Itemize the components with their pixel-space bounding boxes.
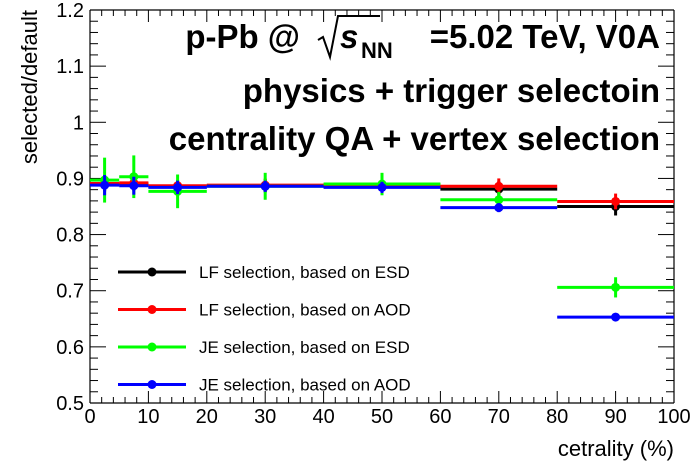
- legend-swatch-marker: [147, 305, 157, 314]
- y-tick-label: 0.5: [56, 393, 84, 415]
- data-point: [260, 181, 270, 191]
- x-tick-label: 60: [429, 406, 451, 428]
- legend-swatch-marker: [147, 342, 157, 352]
- title-sqrt-s: s: [340, 18, 358, 55]
- y-tick-label: 1.2: [56, 0, 84, 22]
- x-tick-label: 0: [84, 406, 95, 428]
- y-tick-label: 1: [73, 112, 84, 134]
- chart-title: p-Pb @ s NN =5.02 TeV, V0A physics + tri…: [169, 15, 660, 157]
- legend-swatch-marker: [147, 267, 157, 277]
- legend: LF selection, based on ESD LF selection, …: [118, 263, 411, 395]
- data-point: [377, 182, 387, 192]
- data-point: [129, 181, 139, 191]
- data-point: [494, 181, 504, 191]
- legend-swatch-marker: [147, 380, 157, 389]
- x-tick-label: 50: [371, 406, 393, 428]
- title-prefix: p-Pb @: [185, 18, 300, 55]
- title-line-2: physics + trigger selectoin: [243, 72, 660, 109]
- y-axis-title: selected/default: [17, 10, 42, 164]
- axes-group: 0 10 20 30 40 50 60 70 80 90 100 0.5 0.6 0.7 0.8 0.9 1 1.…: [56, 0, 691, 428]
- data-point: [494, 195, 504, 205]
- legend-label: LF selection, based on AOD: [199, 301, 411, 320]
- data-point: [611, 196, 621, 206]
- y-tick-label: 1.1: [56, 56, 84, 78]
- series-3: [90, 175, 674, 322]
- legend-item: LF selection, based on AOD: [118, 301, 411, 320]
- y-tick-label: 0.6: [56, 337, 84, 359]
- x-tick-label: 90: [604, 406, 626, 428]
- x-tick-label: 30: [254, 406, 276, 428]
- title-line-3: centrality QA + vertex selection: [169, 120, 660, 157]
- legend-item: JE selection, based on ESD: [118, 338, 410, 357]
- y-tick-label: 0.9: [56, 168, 84, 190]
- data-point: [173, 182, 183, 192]
- x-tick-label: 40: [312, 406, 334, 428]
- legend-label: JE selection, based on ESD: [199, 338, 410, 357]
- sqrt-symbol: [317, 15, 380, 61]
- x-tick-label: 10: [137, 406, 159, 428]
- legend-item: LF selection, based on ESD: [118, 263, 410, 282]
- series-layer: [90, 155, 674, 322]
- x-tick-label: 100: [657, 406, 690, 428]
- x-tick-label: 70: [488, 406, 510, 428]
- legend-label: LF selection, based on ESD: [199, 263, 410, 282]
- y-tick-label: 0.8: [56, 225, 84, 247]
- data-point: [494, 203, 504, 213]
- data-point: [611, 312, 621, 322]
- data-point: [100, 180, 110, 190]
- legend-item: JE selection, based on AOD: [118, 376, 411, 395]
- x-tick-label: 80: [546, 406, 568, 428]
- data-point: [611, 282, 621, 292]
- legend-label: JE selection, based on AOD: [199, 376, 411, 395]
- title-energy: =5.02 TeV, V0A: [430, 18, 660, 55]
- x-axis-title: cetrality (%): [558, 436, 674, 461]
- title-sqrt-subscript: NN: [361, 38, 393, 63]
- x-tick-label: 20: [196, 406, 218, 428]
- y-tick-label: 0.7: [56, 281, 84, 303]
